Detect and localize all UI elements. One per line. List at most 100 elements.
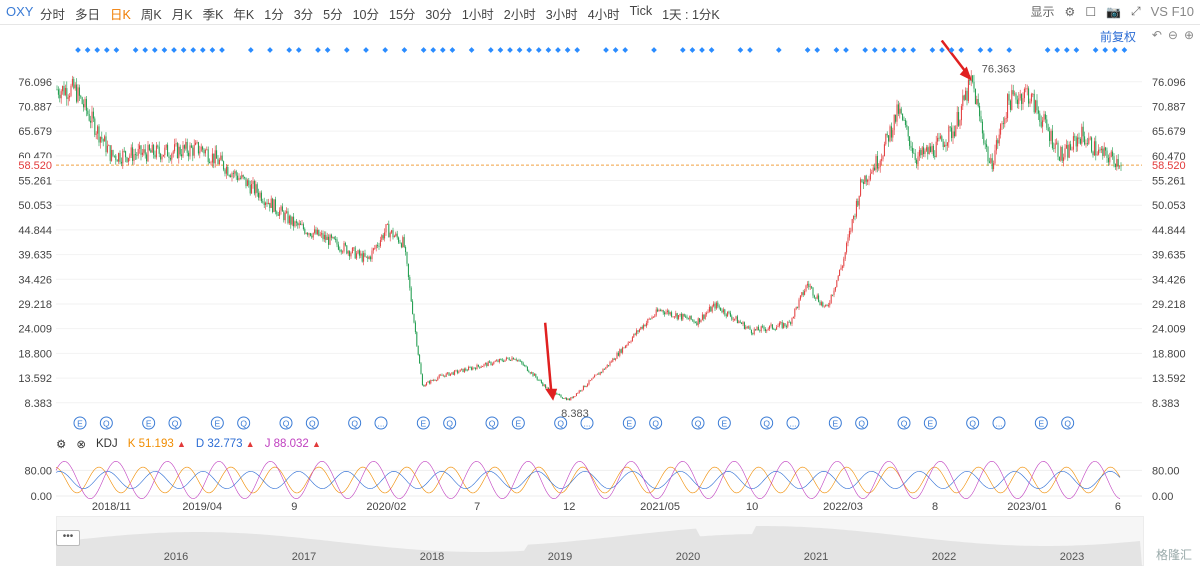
square-icon[interactable]: ☐: [1085, 4, 1097, 19]
period-tab-0[interactable]: 分时: [40, 8, 66, 22]
period-tab-17[interactable]: Tick: [629, 4, 653, 18]
expand-icon[interactable]: ⤢: [1131, 4, 1141, 18]
candle-body: [1016, 99, 1018, 105]
period-tab-8[interactable]: 3分: [293, 8, 314, 22]
candle-body: [818, 295, 820, 302]
display-menu[interactable]: 显示: [1030, 5, 1055, 19]
kdj-line-K: [55, 466, 1121, 494]
candle-body: [781, 322, 783, 328]
candle-body: [776, 327, 778, 330]
earnings-marker-label: Q: [489, 419, 496, 429]
candle-body: [956, 112, 958, 126]
undo-icon[interactable]: ↶: [1151, 28, 1162, 42]
navigator-handle[interactable]: •••: [56, 530, 80, 546]
candle-body: [281, 206, 283, 212]
candle-body: [713, 303, 715, 307]
candle-body: [596, 373, 598, 375]
period-tab-6[interactable]: 年K: [233, 8, 255, 22]
last-price-tag-bg: [0, 158, 54, 173]
candle-body: [286, 211, 288, 213]
candle-body: [833, 290, 835, 295]
zoom-in-icon[interactable]: ⊕: [1183, 28, 1194, 42]
candle-body: [251, 184, 253, 194]
candlestick-chart[interactable]: 76.096 76.096 70.887 70.887 65.679 65.679 60.4…: [0, 40, 1200, 432]
candle-body: [244, 176, 246, 178]
candle-body: [700, 319, 702, 323]
earnings-marker-icon: [760, 416, 774, 430]
candle-body: [351, 247, 353, 254]
adjust-mode-button[interactable]: 前复权: [1099, 30, 1136, 44]
candle-body: [715, 302, 717, 309]
period-tab-3[interactable]: 周K: [140, 8, 162, 22]
event-diamonds: [75, 47, 1128, 53]
event-diamond-icon: [881, 47, 888, 53]
earnings-markers: E Q E Q E Q Q Q Q... E Q Q E Q... E Q Q E Q... E Q Q E Q... E Q: [73, 416, 1075, 430]
candle-body: [867, 179, 869, 182]
candle-body: [284, 212, 286, 221]
vs-f10-button[interactable]: VS F10: [1150, 4, 1194, 19]
camera-icon[interactable]: 📷: [1106, 4, 1122, 19]
event-diamond-icon: [190, 47, 197, 53]
candle-body: [830, 294, 832, 303]
candle-body: [1071, 149, 1073, 151]
period-tab-1[interactable]: 多日: [75, 8, 101, 22]
candle-body: [83, 103, 85, 108]
candle-body: [213, 153, 215, 164]
candle-body: [329, 234, 331, 245]
candle-body: [175, 143, 177, 145]
x-tick-label: 2020/02: [366, 501, 406, 513]
settings-icon[interactable]: ⚙: [56, 439, 67, 451]
candle-body: [641, 326, 643, 329]
kdj-chart[interactable]: 80.00 80.00 0.00 0.00 2018/11 2019/04 9 2020/02…: [0, 452, 1200, 514]
candle-body: [111, 149, 113, 161]
candle-body: [210, 162, 212, 164]
candle-body: [1026, 88, 1028, 90]
period-tab-7[interactable]: 1分: [264, 8, 284, 22]
period-tab-15[interactable]: 3小时: [545, 8, 578, 22]
period-tab-2[interactable]: 日K: [110, 8, 131, 22]
period-tab-10[interactable]: 10分: [352, 8, 380, 22]
period-tab-11[interactable]: 15分: [389, 8, 416, 22]
navigator-year-label: 2019: [548, 551, 572, 563]
symbol-label[interactable]: OXY: [6, 4, 34, 19]
candle-body: [444, 375, 446, 377]
period-tab-4[interactable]: 月K: [171, 8, 193, 22]
candle-body: [690, 315, 692, 320]
candle-body: [640, 326, 642, 330]
period-tab-14[interactable]: 2小时: [503, 8, 536, 22]
period-tab-16[interactable]: 4小时: [587, 8, 620, 22]
earnings-marker-label: ...: [583, 419, 590, 429]
candle-body: [311, 235, 313, 238]
y-tick-right: 8.383: [1152, 398, 1180, 410]
candle-body: [911, 147, 913, 153]
candle-body: [333, 236, 335, 240]
period-tab-18[interactable]: 1天 : 1分K: [662, 8, 720, 22]
candle-body: [364, 253, 366, 257]
candle-body: [258, 192, 260, 198]
candle-body: [112, 149, 114, 156]
candle-body: [1105, 147, 1107, 151]
candle-body: [762, 326, 764, 328]
settings-icon[interactable]: ⚙: [1064, 4, 1076, 19]
zoom-out-icon[interactable]: ⊖: [1167, 28, 1178, 42]
candle-body: [679, 313, 681, 316]
candle-body: [654, 315, 656, 317]
candle-body: [256, 184, 258, 193]
close-icon[interactable]: ⊗: [76, 439, 86, 451]
candle-body: [689, 315, 691, 320]
candle-body: [680, 313, 682, 320]
navigator-chart[interactable]: 2016 2017 2018 2019 2020 2021 2022 2023: [56, 516, 1142, 566]
candle-body: [206, 149, 208, 151]
event-diamond-icon: [401, 47, 408, 53]
period-tab-12[interactable]: 30分: [425, 8, 452, 22]
candle-body: [613, 358, 615, 360]
event-diamond-icon: [507, 47, 513, 53]
period-tab-13[interactable]: 1小时: [461, 8, 494, 22]
candle-body: [88, 114, 90, 121]
period-tab-9[interactable]: 5分: [323, 8, 343, 22]
candle-body: [879, 160, 881, 168]
candle-body: [118, 153, 120, 162]
candle-body: [239, 177, 241, 179]
period-tab-5[interactable]: 季K: [202, 8, 224, 22]
x-tick-label: 7: [474, 501, 480, 513]
